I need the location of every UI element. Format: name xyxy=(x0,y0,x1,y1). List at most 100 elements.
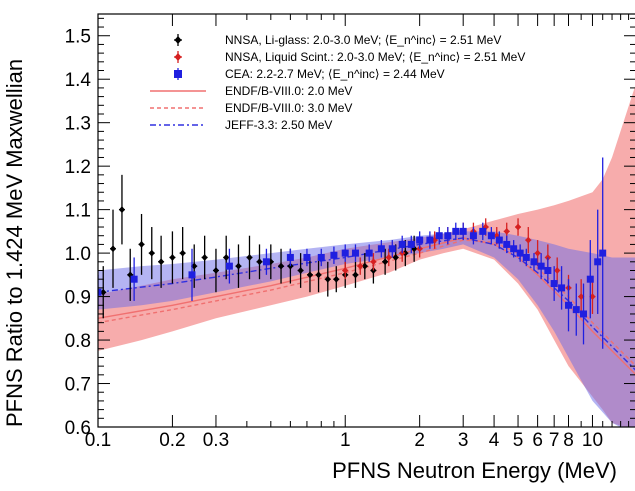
data-point xyxy=(525,236,532,244)
data-point xyxy=(110,245,117,253)
data-point xyxy=(306,271,313,279)
data-point xyxy=(550,280,558,288)
data-point xyxy=(510,245,518,253)
legend-label-5: JEFF-3.3: 2.50 MeV xyxy=(225,118,332,132)
data-point xyxy=(169,253,176,261)
data-point xyxy=(377,245,385,253)
x-tick-label: 2 xyxy=(414,430,425,451)
data-point xyxy=(534,249,541,257)
data-point xyxy=(100,288,107,296)
y-tick-label: 1.1 xyxy=(65,201,91,222)
data-points xyxy=(98,157,607,349)
data-point xyxy=(487,232,495,240)
data-point xyxy=(278,262,285,270)
data-point xyxy=(398,240,406,248)
data-point xyxy=(118,206,125,214)
x-tick-label: 4 xyxy=(489,430,500,451)
data-point xyxy=(357,262,364,270)
data-point xyxy=(594,258,602,266)
data-point xyxy=(361,262,368,270)
data-point xyxy=(522,253,530,261)
data-point xyxy=(341,249,349,257)
data-point xyxy=(179,249,186,257)
y-tick-label: 1.2 xyxy=(65,157,91,178)
data-point xyxy=(317,253,325,261)
legend-label-1: NNSA, Liquid Scint.: 2.0-3.0 MeV; ⟨E_n^i… xyxy=(225,50,525,64)
data-point xyxy=(503,227,510,235)
data-point xyxy=(565,301,573,309)
data-point xyxy=(256,258,263,266)
data-point xyxy=(452,227,460,235)
data-point xyxy=(246,253,253,261)
data-point xyxy=(138,240,145,248)
x-tick-label: 0.3 xyxy=(203,430,229,451)
legend-marker-0 xyxy=(174,36,182,44)
data-point xyxy=(554,266,561,274)
legend-marker-2 xyxy=(174,70,182,78)
data-point xyxy=(578,293,585,301)
legend-marker-1 xyxy=(174,53,182,61)
data-point xyxy=(98,288,102,296)
data-point xyxy=(580,310,588,318)
y-tick-label: 0.6 xyxy=(65,418,91,439)
data-point xyxy=(558,284,566,292)
data-point xyxy=(352,271,359,279)
data-point xyxy=(479,227,487,235)
y-axis-title: PFNS Ratio to 1.424 MeV Maxwellian xyxy=(2,59,27,427)
y-tick-label: 1.5 xyxy=(65,27,91,48)
data-point xyxy=(148,249,155,257)
data-point xyxy=(225,262,233,270)
x-tick-label: 0.1 xyxy=(85,430,111,451)
data-point xyxy=(315,271,322,279)
legend-label-4: ENDF/B-VIII.0: 3.0 MeV xyxy=(225,101,352,115)
legend-label-3: ENDF/B-VIII.0: 2.0 MeV xyxy=(225,84,352,98)
data-point xyxy=(426,236,434,244)
data-point xyxy=(223,253,230,261)
x-tick-label: 1 xyxy=(340,430,351,451)
data-point xyxy=(495,236,503,244)
legend: NNSA, Li-glass: 2.0-3.0 MeV; ⟨E_n^inc⟩ =… xyxy=(150,33,525,132)
data-point xyxy=(191,262,198,270)
data-point xyxy=(333,275,340,283)
data-point xyxy=(324,275,331,283)
data-point xyxy=(351,249,359,257)
data-point xyxy=(365,249,373,257)
data-point xyxy=(330,251,338,259)
data-point xyxy=(130,275,138,283)
y-tick-label: 0.9 xyxy=(65,288,91,309)
data-point xyxy=(392,253,399,261)
y-tick-label: 1.3 xyxy=(65,114,91,135)
data-point xyxy=(188,271,196,279)
uncertainty-bands xyxy=(98,86,635,427)
data-point xyxy=(262,258,270,266)
data-point xyxy=(201,253,208,261)
y-tick-label: 1.0 xyxy=(65,244,91,265)
data-point xyxy=(503,240,511,248)
y-tick-label: 0.7 xyxy=(65,375,91,396)
x-tick-label: 7 xyxy=(549,430,560,451)
y-tick-label: 1.4 xyxy=(65,70,92,91)
data-point xyxy=(469,232,477,240)
data-point xyxy=(586,275,594,283)
data-point xyxy=(385,253,392,261)
data-point xyxy=(402,249,409,257)
data-point xyxy=(544,266,552,274)
x-tick-label: 0.2 xyxy=(159,430,185,451)
x-tick-label: 6 xyxy=(532,430,543,451)
x-tick-label: 5 xyxy=(513,430,524,451)
data-point xyxy=(416,236,424,244)
data-point xyxy=(444,232,452,240)
data-point xyxy=(382,258,389,266)
data-point xyxy=(459,227,467,235)
legend-label-0: NNSA, Li-glass: 2.0-3.0 MeV; ⟨E_n^inc⟩ =… xyxy=(225,33,501,47)
data-point xyxy=(537,262,545,270)
data-point xyxy=(286,253,294,261)
data-point xyxy=(297,266,304,274)
x-axis-title: PFNS Neutron Energy (MeV) xyxy=(332,458,617,483)
data-point xyxy=(212,266,219,274)
data-point xyxy=(388,245,396,253)
data-point xyxy=(407,240,415,248)
data-point xyxy=(342,266,349,274)
uncertainty-band-1 xyxy=(98,231,635,427)
